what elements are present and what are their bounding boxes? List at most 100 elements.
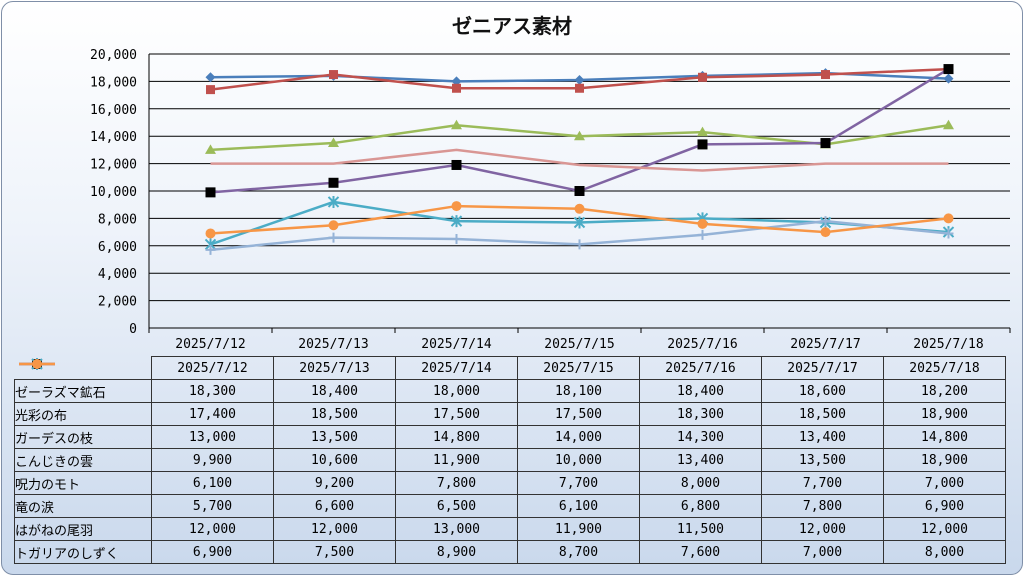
x-tick-label: 2025/7/17: [790, 337, 860, 352]
series-name-cell: はがねの尾羽: [14, 362, 152, 541]
table-cell: 17,500: [395, 402, 518, 426]
data-point: [451, 159, 462, 170]
table-cell: 18,400: [639, 379, 762, 403]
series-こんじきの雲: [205, 64, 954, 198]
table-cell: 8,000: [639, 471, 762, 495]
series-ガーデスの枝: [205, 119, 954, 154]
y-tick-label: 20,000: [90, 48, 137, 63]
y-tick-label: 16,000: [90, 103, 137, 118]
table-cell: 6,500: [395, 494, 518, 518]
table-cell: 18,200: [883, 379, 1006, 403]
table-cell: 10,600: [273, 448, 396, 472]
data-point: [205, 144, 216, 154]
y-tick-label: 10,000: [90, 185, 137, 200]
data-point: [328, 220, 339, 231]
data-point: [451, 233, 462, 244]
data-point: [451, 201, 462, 212]
table-cell: 7,600: [639, 540, 762, 564]
data-point: [697, 218, 708, 229]
table-cell: 11,900: [395, 448, 518, 472]
data-point: [574, 239, 585, 250]
table-row: ゼーラズマ鉱石 18,300 18,400 18,000 18,100 18,400 18,…: [14, 358, 1006, 403]
series-name: こんじきの雲: [15, 454, 94, 470]
y-tick-label: 0: [129, 322, 137, 337]
table-cell: 13,000: [151, 425, 274, 449]
table-cell: 6,100: [517, 494, 640, 518]
table-cell: 18,400: [273, 379, 396, 403]
table-cell: 7,000: [883, 471, 1006, 495]
table-column-header: 2025/7/14: [395, 356, 518, 380]
x-tick-label: 2025/7/18: [913, 337, 983, 352]
data-point: [943, 213, 954, 224]
table-cell: 11,900: [517, 517, 640, 541]
table-cell: 5,700: [151, 494, 274, 518]
y-tick-label: 8,000: [98, 212, 137, 227]
legend-key: [18, 358, 55, 369]
series-line: [210, 148, 949, 172]
table-cell: 7,800: [395, 471, 518, 495]
series-name-cell: 竜の涙: [14, 358, 152, 518]
table-cell: 18,500: [761, 402, 884, 426]
table-cell: 18,900: [883, 448, 1006, 472]
data-point: [820, 138, 831, 149]
data-point: [574, 186, 585, 196]
table-cell: 12,000: [883, 517, 1006, 541]
table-cell: 13,400: [761, 425, 884, 449]
data-point: [697, 126, 708, 137]
series-トガリアのしずく: [205, 201, 954, 239]
table-cell: 7,800: [761, 494, 884, 518]
table-cell: 12,000: [273, 517, 396, 541]
data-point: [328, 232, 339, 243]
table-cell: 7,500: [273, 540, 396, 564]
table-column-header: 2025/7/13: [273, 356, 396, 380]
table-column-header: 2025/7/18: [883, 356, 1006, 380]
y-tick-label: 18,000: [90, 75, 137, 90]
table-cell: 12,000: [151, 517, 274, 541]
table-cell: 7,700: [761, 471, 884, 495]
series-name: 光彩の布: [15, 408, 68, 424]
table-cell: 18,900: [883, 402, 1006, 426]
table-cell: 14,300: [639, 425, 762, 449]
table-cell: 8,700: [517, 540, 640, 564]
data-point: [329, 70, 338, 80]
series-name-cell: 呪力のモト: [14, 357, 152, 495]
x-tick-label: 2025/7/12: [175, 337, 245, 352]
data-point: [573, 216, 586, 229]
table-cell: 8,900: [395, 540, 518, 564]
table-cell: 13,500: [273, 425, 396, 449]
table-cell: 14,800: [395, 425, 518, 449]
table-cell: 7,000: [761, 540, 884, 564]
table-cell: 9,900: [151, 448, 274, 472]
table-column-header: 2025/7/15: [517, 356, 640, 380]
table-column-header: 2025/7/16: [639, 356, 762, 380]
table-cell: 18,300: [151, 379, 274, 403]
table-cell: 6,600: [273, 494, 396, 518]
data-point: [820, 216, 831, 227]
table-cell: 6,100: [151, 471, 274, 495]
data-point: [574, 203, 585, 214]
y-tick-label: 2,000: [98, 295, 137, 310]
table-cell: 9,200: [273, 471, 396, 495]
chart-title: ゼニアス素材: [452, 14, 572, 38]
table-cell: 8,000: [883, 540, 1006, 564]
table-cell: 11,500: [639, 517, 762, 541]
y-tick-label: 14,000: [90, 130, 137, 145]
table-column-header: 2025/7/12: [151, 356, 274, 380]
series-name-cell: ガーデスの枝: [14, 358, 152, 449]
data-point: [205, 187, 216, 198]
data-point: [452, 83, 461, 93]
table-column-header: 2025/7/17: [761, 356, 884, 380]
table-cell: 13,400: [639, 448, 762, 472]
series-name-cell: 光彩の布: [14, 359, 152, 426]
data-point: [205, 244, 216, 255]
table-cell: 17,400: [151, 402, 274, 426]
data-point: [943, 64, 954, 75]
data-point: [205, 72, 216, 83]
series-name-cell: ゼーラズマ鉱石: [14, 358, 152, 403]
table-row: こんじきの雲 9,900 10,600 11,900 10,000 13,400 13,50…: [14, 358, 1006, 472]
series-竜の涙: [205, 216, 954, 255]
table-cell: 6,900: [151, 540, 274, 564]
y-tick-label: 12,000: [90, 158, 137, 173]
data-point: [574, 75, 585, 86]
data-point: [820, 227, 831, 238]
